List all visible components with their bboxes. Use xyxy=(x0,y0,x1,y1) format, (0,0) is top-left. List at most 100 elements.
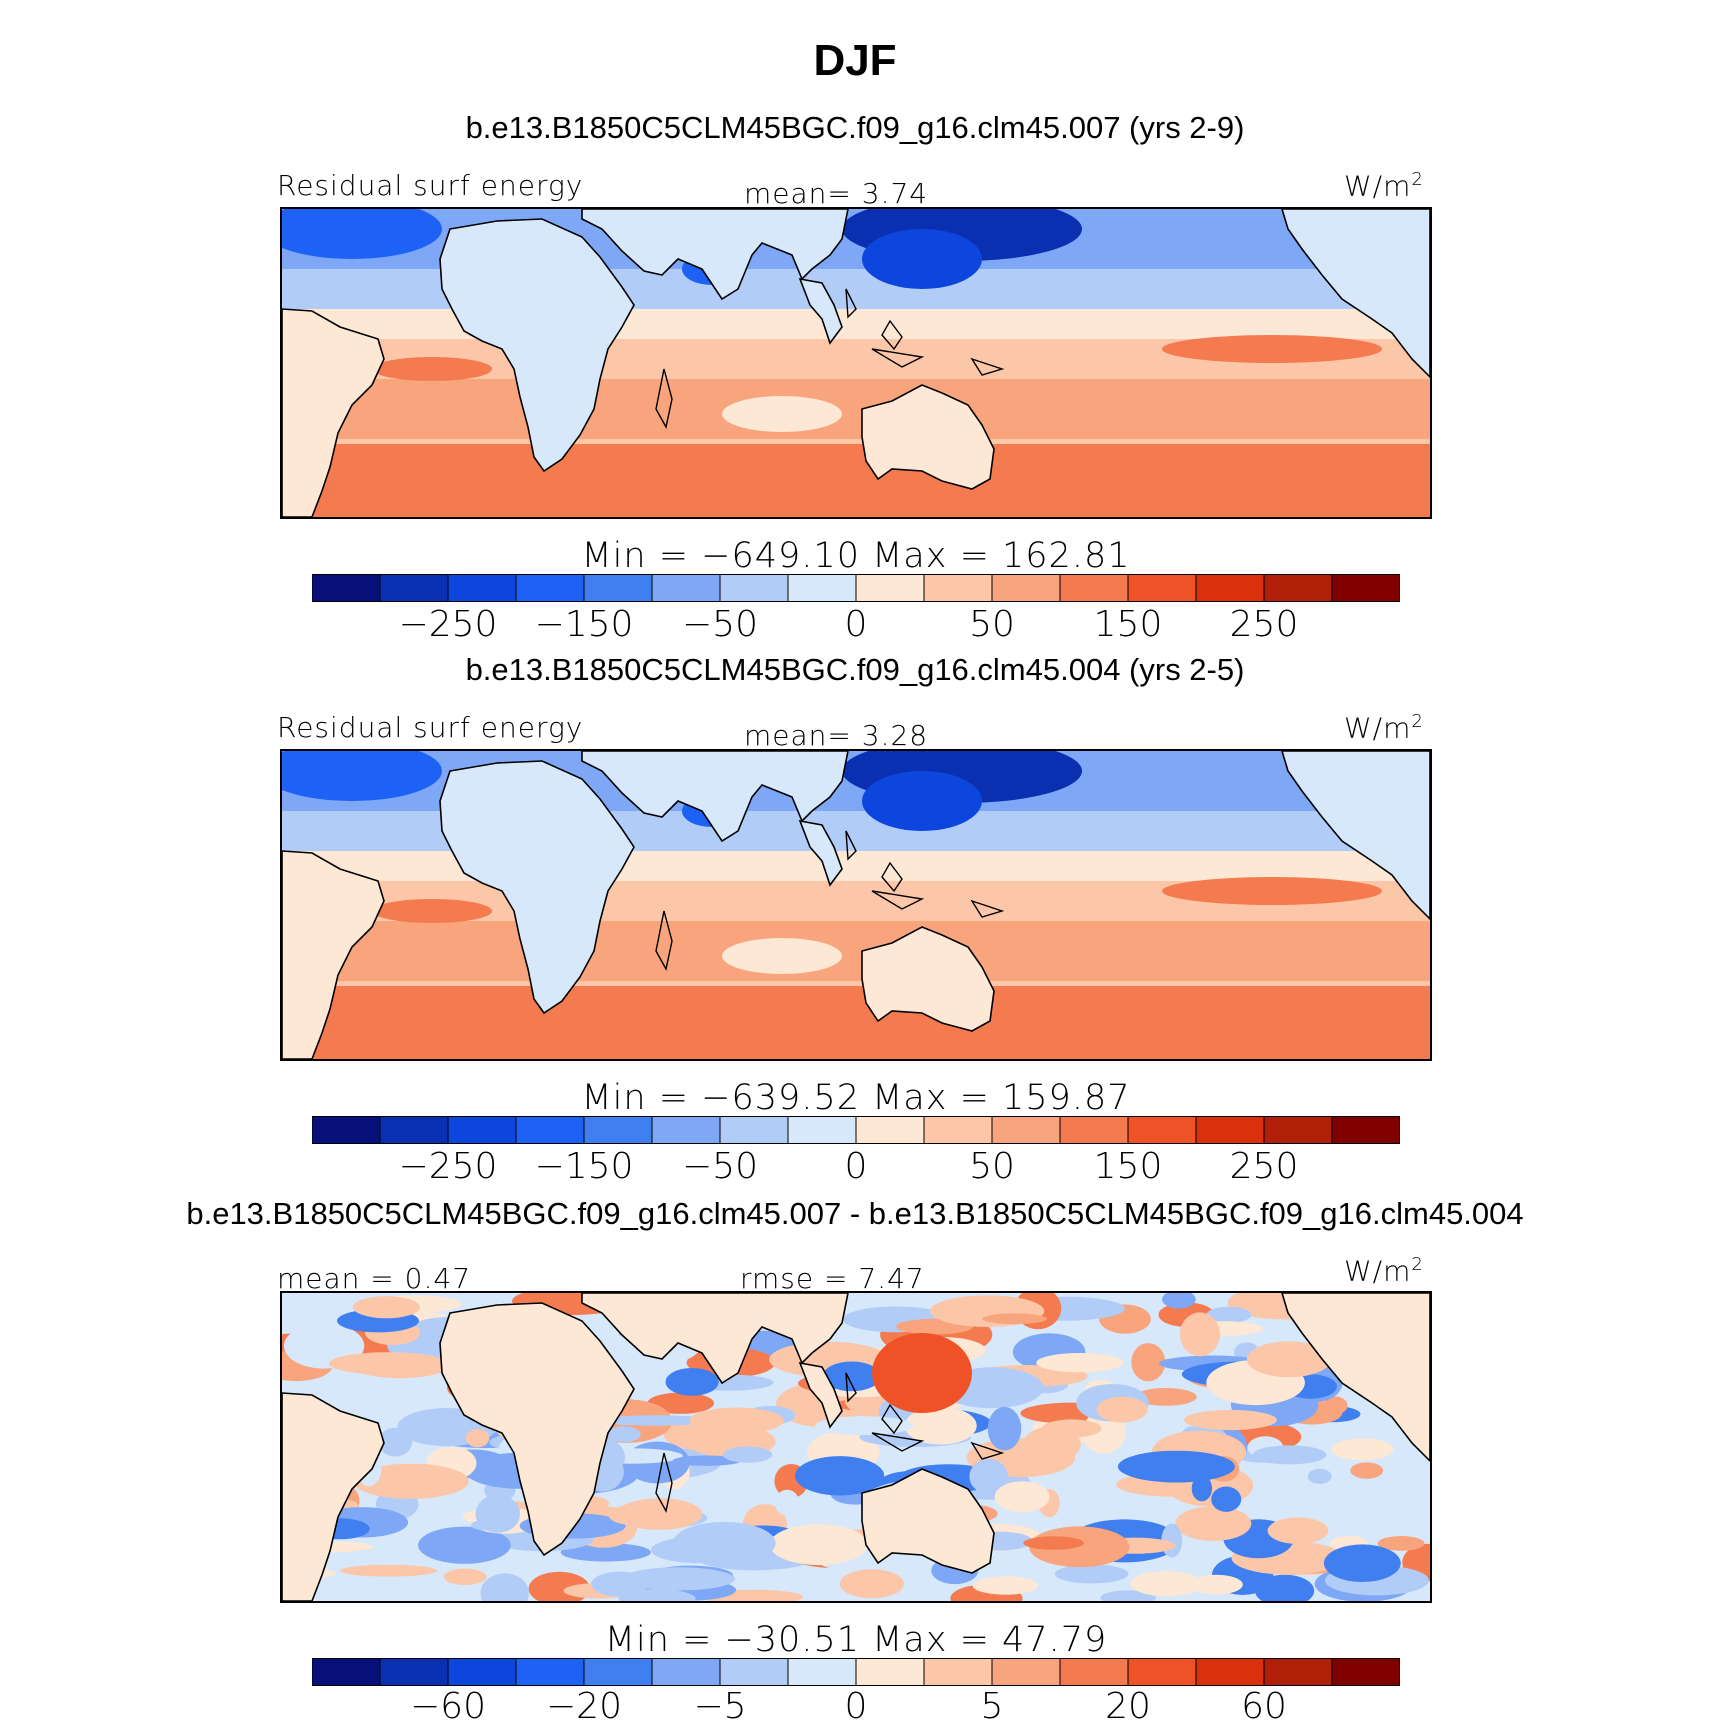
colorbar-swatch xyxy=(1059,1658,1129,1686)
colorbar-swatch xyxy=(379,1116,449,1144)
diff-anomaly-blob xyxy=(904,1406,977,1445)
diff-anomaly-blob xyxy=(465,1429,490,1448)
diff-anomaly-blob xyxy=(1191,1475,1213,1502)
continent-outline xyxy=(1281,1293,1430,1463)
continent-outline xyxy=(439,218,635,473)
eastern-pacific-warm xyxy=(1162,877,1382,905)
island-outline xyxy=(881,861,903,893)
island-outline xyxy=(845,288,857,319)
diff-anomaly-blob xyxy=(1130,1571,1203,1597)
panel-3-rmse-label: rmse = 7.47 xyxy=(740,1262,925,1295)
continent-outline xyxy=(581,209,849,301)
diff-anomaly-blob xyxy=(595,1415,714,1426)
panel-2-map xyxy=(280,749,1432,1061)
island-outline xyxy=(845,830,857,861)
panel-2-colorbar xyxy=(312,1116,1400,1144)
colorbar-swatch xyxy=(1195,1658,1265,1686)
panel-1-tick: −150 xyxy=(534,604,634,645)
colorbar-swatch xyxy=(991,574,1061,602)
colorbar-swatch xyxy=(1263,574,1333,602)
colorbar-swatch xyxy=(1127,1116,1197,1144)
figure-title: DJF xyxy=(813,36,897,85)
diff-anomaly-blob xyxy=(994,1481,1050,1513)
atlantic-warm xyxy=(372,357,492,381)
panel-1-mean-label: mean= 3.74 xyxy=(744,177,929,210)
island-outline xyxy=(970,899,1005,918)
island-outline xyxy=(881,1403,903,1435)
colorbar-swatch xyxy=(719,1116,789,1144)
diff-anomaly-blob xyxy=(672,1455,742,1466)
panel-1-min-max: Min = −649.10 Max = 162.81 xyxy=(581,536,1131,576)
panel-1-tick: 0 xyxy=(844,604,868,645)
colorbar-swatch xyxy=(855,1658,925,1686)
diff-anomaly-blob xyxy=(621,1567,735,1591)
continent-outline xyxy=(861,384,995,490)
colorbar-swatch xyxy=(379,1658,449,1686)
panel-2-units: W/m2 xyxy=(1344,711,1424,745)
diff-anomaly-blob xyxy=(1100,1590,1156,1601)
diff-anomaly-blob xyxy=(1179,1312,1220,1357)
panel-1-map xyxy=(280,207,1432,519)
colorbar-swatch xyxy=(1195,1116,1265,1144)
continent-outline xyxy=(282,850,385,1059)
continent-outline xyxy=(581,1293,849,1385)
diff-anomaly-blob xyxy=(672,1521,776,1565)
panel-2-min-max: Min = −639.52 Max = 159.87 xyxy=(581,1078,1131,1118)
diff-anomaly-blob xyxy=(689,1407,784,1434)
panel-3-map xyxy=(280,1291,1432,1603)
colorbar-swatch xyxy=(1331,1658,1400,1686)
north-atlantic-blue xyxy=(282,751,442,801)
diff-anomaly-blob xyxy=(769,1524,868,1566)
diff-anomaly-blob xyxy=(1361,1480,1430,1514)
panel-2-tick: 0 xyxy=(844,1146,868,1187)
diff-anomaly-blob xyxy=(1307,1468,1332,1484)
eastern-pacific-warm xyxy=(1162,335,1382,363)
diff-anomaly-blob xyxy=(815,1416,913,1435)
diff-anomaly-blob xyxy=(987,1406,1022,1451)
colorbar-swatch xyxy=(787,1116,857,1144)
colorbar-swatch xyxy=(312,1658,381,1686)
colorbar-swatch xyxy=(312,1116,381,1144)
diff-anomaly-blob xyxy=(722,1446,773,1463)
continent-outline xyxy=(581,751,849,843)
panel-3-mean-label: mean = 0.47 xyxy=(277,1262,472,1295)
island-outline xyxy=(655,1452,673,1513)
panel-1-tick: 250 xyxy=(1229,604,1299,645)
colorbar-swatch xyxy=(1331,574,1400,602)
panel-1-tick: −50 xyxy=(682,604,758,645)
diff-anomaly-blob xyxy=(665,1368,719,1396)
continent-outline xyxy=(282,1392,385,1601)
colorbar-swatch xyxy=(447,574,517,602)
colorbar-swatch xyxy=(1331,1116,1400,1144)
colorbar-swatch xyxy=(1127,1658,1197,1686)
diff-anomaly-blob xyxy=(1023,1536,1084,1550)
diff-anomaly-blob xyxy=(1117,1450,1235,1483)
panel-3-tick: −20 xyxy=(546,1686,622,1727)
diff-anomaly-blob xyxy=(607,1426,641,1443)
diff-anomaly-blob xyxy=(647,1392,714,1414)
diff-anomaly-blob xyxy=(560,1543,651,1562)
diff-anomaly-blob xyxy=(1054,1564,1129,1584)
colorbar-swatch xyxy=(447,1658,517,1686)
diff-anomaly-blob xyxy=(972,1576,1039,1595)
island-outline xyxy=(871,348,925,368)
diff-anomaly-blob xyxy=(822,1361,881,1392)
diff-anomaly-blob xyxy=(1036,1353,1124,1373)
ocean-band-south xyxy=(282,921,1430,981)
diff-anomaly-blob xyxy=(443,1568,487,1585)
colorbar-swatch xyxy=(583,1116,653,1144)
panel-1-tick: −250 xyxy=(398,604,498,645)
north-atlantic-blue xyxy=(282,209,442,259)
colorbar-swatch xyxy=(651,1116,721,1144)
colorbar-swatch xyxy=(515,1658,585,1686)
island-outline xyxy=(845,1372,857,1403)
colorbar-swatch xyxy=(923,1658,993,1686)
diff-anomaly-blob xyxy=(1175,1506,1252,1541)
panel-3-min-max: Min = −30.51 Max = 47.79 xyxy=(604,1620,1108,1660)
colorbar-swatch xyxy=(787,1658,857,1686)
colorbar-swatch xyxy=(1059,1116,1129,1144)
diff-anomaly-blob xyxy=(1096,1396,1148,1423)
panel-2-tick: −150 xyxy=(534,1146,634,1187)
ocean-band-south xyxy=(282,379,1430,439)
colorbar-swatch xyxy=(651,1658,721,1686)
